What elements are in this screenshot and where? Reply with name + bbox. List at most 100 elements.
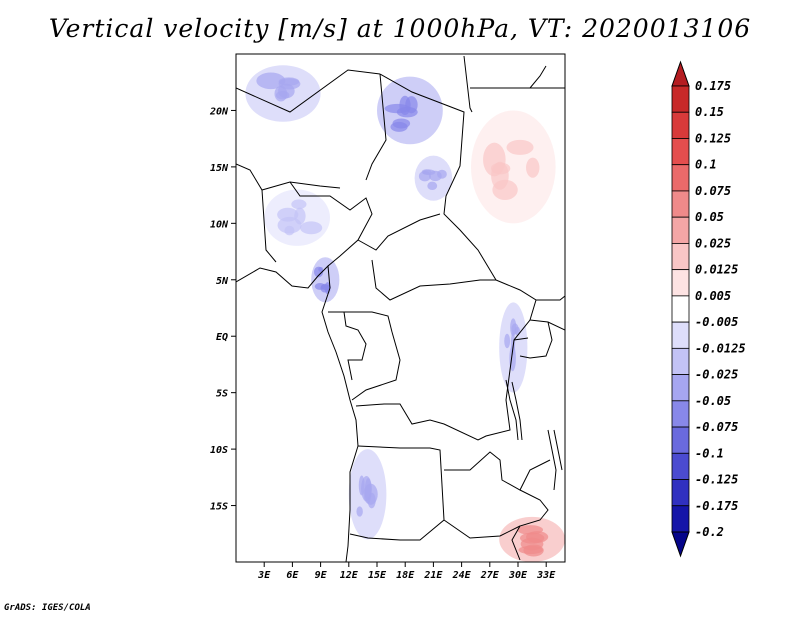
colorbar-band	[671, 164, 690, 192]
shading-core	[300, 221, 323, 235]
lat-tick-label: 15N	[210, 163, 229, 174]
colorbar-top-arrow	[671, 60, 690, 87]
colorbar: 0.175 0.15 0.125 0.1 0.075 0.05 0.025 0.0125 0.0…	[671, 60, 746, 558]
colorbar-level-label: -0.005	[695, 315, 738, 329]
colorbar-level-label: -0.2	[695, 525, 724, 539]
colorbar-level-label: 0.075	[695, 184, 731, 198]
border-mozambique	[511, 489, 549, 561]
shading-chad-east	[414, 155, 453, 201]
colorbar-level-label: -0.075	[695, 420, 738, 434]
shading-core	[504, 333, 511, 349]
colorbar-level-label: 0.15	[695, 105, 724, 119]
colorbar-level-label: 0.025	[695, 236, 731, 250]
lat-tick-label: EQ	[216, 332, 228, 343]
border-nigeria	[261, 181, 373, 267]
border-car	[357, 213, 496, 301]
lon-tick-label: 6E	[286, 570, 299, 581]
shading-core	[291, 199, 307, 210]
colorbar-band	[671, 347, 690, 375]
lon-tick-label: 15E	[368, 570, 387, 581]
coastline-west	[236, 264, 359, 562]
lat-tick-label: 5N	[216, 276, 229, 287]
colorbar-bottom-arrow	[671, 531, 690, 558]
latitude-axis: 20N 15N 10N 5N EQ 5S 10S 15S	[209, 106, 236, 513]
shading-core	[277, 207, 299, 222]
lat-tick-label: 5S	[216, 389, 228, 400]
border-niger-chad	[365, 73, 387, 181]
map-panel	[235, 53, 566, 563]
colorbar-level-label: -0.025	[695, 368, 738, 382]
shading-core	[284, 225, 295, 236]
colorbar-level-label: 0.05	[695, 210, 724, 224]
lon-tick-label: 18E	[396, 570, 415, 581]
shading-core	[506, 139, 534, 155]
border-algeria-niger	[236, 69, 381, 113]
colorbar-band	[671, 479, 690, 507]
colorbar-band	[671, 269, 690, 297]
colorbar-level-label: -0.175	[695, 499, 738, 513]
colorbar-level-label: -0.05	[695, 394, 731, 408]
border-cameroon-congo	[328, 311, 393, 333]
shading-core	[511, 323, 519, 335]
lake-malawi	[547, 429, 563, 491]
lon-tick-label: 27E	[480, 570, 500, 581]
shading-core	[356, 506, 363, 517]
border-east	[513, 295, 565, 359]
lon-tick-label: 3E	[257, 570, 271, 581]
colorbar-band	[671, 111, 690, 139]
colorbar-level-label: 0.175	[695, 79, 731, 93]
page-title: Vertical velocity [m/s] at 1000hPa, VT: …	[48, 14, 752, 43]
border-chad-sudan	[379, 73, 497, 281]
lon-tick-label: 9E	[315, 570, 328, 581]
colorbar-band	[671, 452, 690, 480]
colorbar-band	[671, 321, 690, 349]
vertical-velocity-shading	[245, 65, 565, 562]
shading-core	[523, 544, 544, 557]
shading-angola	[348, 449, 387, 540]
grads-credit: GrADS: IGES/COLA	[4, 603, 91, 613]
shading-core	[392, 118, 411, 129]
colorbar-band	[671, 400, 690, 428]
colorbar-band	[671, 243, 690, 271]
country-borders	[236, 55, 565, 562]
map-frame	[235, 53, 566, 563]
shading-ethiopia	[471, 110, 556, 224]
shading-core	[422, 169, 436, 176]
lon-tick-label: 24E	[452, 570, 472, 581]
colorbar-level-label: 0.0125	[695, 263, 738, 277]
border-zambia	[443, 451, 551, 539]
lat-tick-label: 20N	[209, 106, 229, 117]
shading-mozambique-south	[499, 516, 565, 562]
colorbar-band	[671, 374, 690, 402]
lat-tick-label: 15S	[210, 502, 228, 513]
shading-core	[318, 266, 324, 272]
shading-sudan-north	[377, 76, 443, 145]
lon-tick-label: 33E	[536, 570, 556, 581]
sudan-egypt-line	[470, 65, 565, 89]
colorbar-level-label: 0.005	[695, 289, 731, 303]
colorbar-band	[671, 190, 690, 218]
lon-tick-label: 30E	[508, 570, 528, 581]
colorbar-level-label: -0.0125	[695, 341, 746, 355]
border-drc	[351, 279, 537, 441]
colorbar-band	[671, 426, 690, 454]
colorbar-band	[671, 138, 690, 166]
shading-outer	[471, 110, 556, 224]
lon-tick-label: 12E	[340, 570, 359, 581]
lat-tick-label: 10N	[210, 219, 229, 230]
colorbar-band	[671, 295, 690, 323]
shading-core	[427, 181, 438, 191]
colorbar-level-label: -0.125	[695, 473, 738, 487]
shading-core	[399, 95, 411, 116]
colorbar-band	[671, 505, 690, 533]
shading-core	[492, 179, 518, 201]
colorbar-level-label: -0.1	[695, 446, 724, 460]
longitude-axis: 3E 6E 9E 12E 15E 18E 21E 24E 27E 30E 33E	[257, 562, 556, 581]
border-mali	[236, 163, 341, 191]
shading-cameroon-coast	[311, 257, 340, 303]
shading-core	[320, 284, 331, 291]
lake-tanganyika	[505, 379, 523, 441]
shading-core	[437, 169, 447, 179]
shading-core	[256, 72, 286, 90]
colorbar-band	[671, 216, 690, 244]
